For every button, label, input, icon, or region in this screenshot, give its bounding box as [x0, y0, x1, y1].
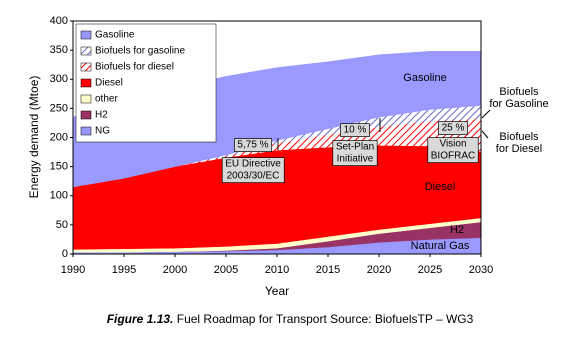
y-tick-label: 0	[62, 248, 68, 260]
annotation-text: Diesel	[425, 181, 456, 193]
legend-label: H2	[95, 110, 108, 121]
annotation: Gasoline	[403, 72, 446, 84]
x-axis-label: Year	[265, 284, 289, 298]
annotation-text: 5,75 %	[237, 140, 268, 151]
x-tick-label: 2005	[214, 264, 238, 276]
y-tick-label: 400	[50, 15, 68, 27]
annotation-text: Gasoline	[403, 72, 446, 84]
annotation-text: Vision	[439, 139, 466, 150]
caption: Figure 1.13. Fuel Roadmap for Transport …	[107, 312, 474, 326]
y-axis-label: Energy demand (Mtoe)	[27, 76, 41, 199]
annotation: Diesel	[425, 181, 456, 193]
x-tick-label: 2010	[265, 264, 289, 276]
y-tick-label: 350	[50, 44, 68, 56]
x-tick-label: 1990	[61, 264, 85, 276]
legend-label: Diesel	[95, 78, 123, 89]
annotation: 10 %	[340, 123, 370, 137]
annotation-text: Biofuels	[499, 86, 539, 98]
annotation-box	[340, 123, 370, 137]
annotation-text: Initiative	[337, 154, 374, 165]
annotation-text: 10 %	[344, 125, 367, 136]
legend-swatch	[80, 126, 92, 136]
annotation: H2	[450, 224, 464, 236]
legend-label: Gasoline	[95, 30, 135, 41]
x-tick-label: 2030	[469, 264, 493, 276]
annotation-box	[438, 121, 468, 135]
y-tick-label: 150	[50, 161, 68, 173]
legend-label: NG	[95, 126, 110, 137]
legend-swatch	[80, 78, 92, 88]
y-tick-label: 100	[50, 190, 68, 202]
annotation-text: 25 %	[442, 123, 465, 134]
annotation-text: BIOFRAC	[431, 151, 475, 162]
annotation-text: for Gasoline	[489, 98, 548, 110]
legend-swatch	[80, 110, 92, 120]
annotation-text: H2	[450, 224, 464, 236]
annotation: 25 %	[438, 121, 468, 135]
y-tick-label: 250	[50, 102, 68, 114]
x-tick-label: 2025	[418, 264, 442, 276]
legend-swatch	[80, 94, 92, 104]
annotation: Natural Gas	[411, 240, 470, 252]
legend-label: Biofuels for gasoline	[95, 46, 185, 57]
arrow	[481, 109, 491, 119]
annotation-text: Biofuels	[499, 131, 539, 143]
annotation-text: 2003/30/EC	[227, 171, 280, 182]
legend-box	[75, 23, 217, 143]
area	[73, 118, 481, 188]
legend-label: other	[95, 94, 118, 105]
x-tick-label: 1995	[112, 264, 136, 276]
legend-swatch	[80, 46, 92, 56]
annotation-text: EU Directive	[225, 159, 281, 170]
caption-label: Figure 1.13.	[107, 312, 174, 326]
caption-text: Fuel Roadmap for Transport Source: Biofu…	[177, 312, 474, 326]
annotation-text: Set-Plan	[336, 142, 374, 153]
y-tick-label: 200	[50, 131, 68, 143]
x-tick-label: 2020	[367, 264, 391, 276]
annotation-box	[427, 137, 479, 163]
x-tick-label: 2015	[316, 264, 340, 276]
legend-swatch	[80, 62, 92, 72]
y-tick-label: 50	[56, 219, 68, 231]
legend-label: Biofuels for diesel	[95, 62, 174, 73]
y-tick-label: 300	[50, 73, 68, 85]
annotation-text: Natural Gas	[411, 240, 470, 252]
legend-swatch	[80, 30, 92, 40]
annotation-box	[234, 138, 273, 152]
arrow	[481, 130, 489, 139]
annotation-text: for Diesel	[496, 143, 542, 155]
x-tick-label: 2000	[163, 264, 187, 276]
annotation-box	[221, 157, 285, 183]
annotation-box	[332, 140, 378, 166]
annotation: 5,75 %	[234, 138, 273, 152]
